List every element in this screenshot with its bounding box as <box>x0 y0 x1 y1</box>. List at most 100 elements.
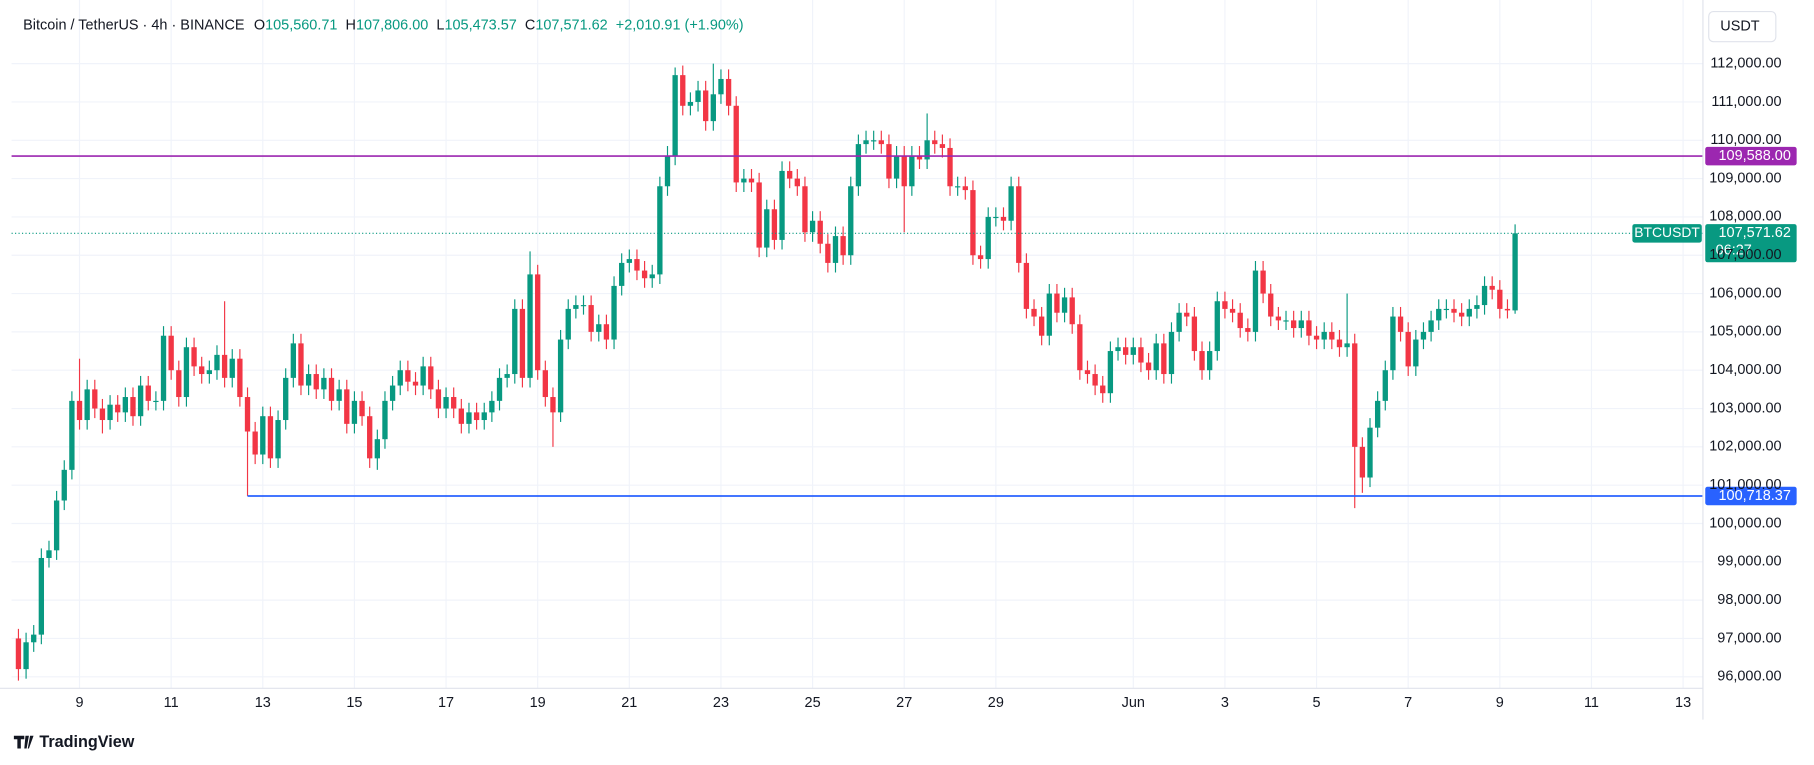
candle-body <box>1191 316 1198 352</box>
candle-body <box>283 377 289 421</box>
candle-body <box>489 400 495 413</box>
candle-body <box>756 182 762 248</box>
candle-body <box>710 94 716 122</box>
level-label-box <box>1705 486 1797 506</box>
candle-body <box>1359 446 1366 478</box>
candle-body <box>993 216 999 219</box>
x-tick-label: 17 <box>438 695 454 711</box>
candle-body <box>1313 335 1320 340</box>
candle-body <box>290 343 296 378</box>
candle-body <box>69 400 75 470</box>
candle-body <box>428 366 434 390</box>
candle-body <box>878 140 884 145</box>
overlays: 109,588.00 100,718.37 BTCUSDT 107,571.62 06:… <box>11 146 1797 506</box>
candle-body <box>695 90 701 102</box>
candle-body <box>527 274 533 378</box>
y-tick-label: 96,000.00 <box>1717 669 1781 685</box>
x-tick-label: 29 <box>988 695 1004 711</box>
candle-body <box>221 354 228 378</box>
candle-body <box>871 140 877 142</box>
candle-body <box>1252 270 1259 332</box>
candle-body <box>405 370 411 382</box>
candle-body <box>1069 297 1075 325</box>
candle-body <box>92 389 98 409</box>
candle-body <box>214 354 220 371</box>
candle-body <box>313 374 319 390</box>
y-tick-label: 112,000.00 <box>1710 55 1781 71</box>
candle-body <box>626 259 632 263</box>
candle-body <box>779 170 785 240</box>
candle-body <box>619 262 625 286</box>
candle-body <box>1374 400 1381 428</box>
candle-body <box>191 347 197 367</box>
candle-body <box>153 400 159 403</box>
candle-body <box>680 75 686 106</box>
x-tick-label: 3 <box>1221 695 1229 711</box>
candle-body <box>641 270 648 279</box>
x-tick-label: 15 <box>346 695 362 711</box>
candle-body <box>23 642 29 670</box>
y-tick-label: 97,000.00 <box>1717 630 1781 646</box>
candle-body <box>916 155 923 160</box>
level-label: 109,588.00 <box>1719 148 1791 164</box>
candle-body <box>657 186 663 275</box>
candle-body <box>924 140 930 160</box>
candle-body <box>1206 351 1213 371</box>
y-tick-label: 111,000.00 <box>1711 94 1781 110</box>
candle-body <box>1497 289 1503 309</box>
candle-body <box>947 147 953 187</box>
candle-body <box>1504 308 1511 311</box>
ohlc-key: C <box>525 17 535 33</box>
candle-body <box>1039 316 1045 336</box>
candle-body <box>1512 233 1518 311</box>
candle-body <box>1161 343 1167 375</box>
candle-body <box>985 216 991 260</box>
candle-body <box>962 186 968 191</box>
y-tick-label: 105,000.00 <box>1709 324 1781 340</box>
candle-body <box>183 347 190 398</box>
y-tick-label: 101,000.00 <box>1709 477 1781 493</box>
symbol: Bitcoin / TetherUS · 4h · BINANCE <box>23 17 245 33</box>
candle-body <box>939 144 946 148</box>
x-tick-label: 11 <box>1584 695 1599 711</box>
candle-body <box>389 385 396 401</box>
x-tick-label: 13 <box>1675 695 1691 711</box>
candle-body <box>825 243 831 263</box>
candle-body <box>1214 301 1220 352</box>
candle-body <box>137 385 144 417</box>
candle-body <box>855 144 862 187</box>
candle-body <box>84 389 90 421</box>
candle-body <box>451 397 457 409</box>
ohlc-key: L <box>436 17 444 33</box>
candle-body <box>1352 343 1358 447</box>
candle-body <box>382 400 388 440</box>
candles <box>15 63 1518 681</box>
candle-body <box>199 366 205 375</box>
candle-body <box>130 397 136 417</box>
candle-body <box>1000 216 1007 221</box>
candle-body <box>122 397 129 413</box>
candle-body <box>1100 385 1106 394</box>
x-tick-label: 9 <box>1496 695 1504 711</box>
currency: USDT <box>1720 18 1760 34</box>
candle-body <box>1092 374 1098 386</box>
candle-body <box>550 397 556 413</box>
candle-body <box>412 381 419 386</box>
candle-body <box>725 78 732 106</box>
candle-body <box>794 178 800 187</box>
x-tick-label: 7 <box>1404 695 1412 711</box>
candle-body <box>351 400 358 424</box>
candle-body <box>328 377 335 401</box>
x-tick-label: 25 <box>805 695 821 711</box>
candle-body <box>664 155 671 187</box>
candle-body <box>519 308 526 378</box>
candle-body <box>1023 262 1030 309</box>
countdown: 06:27 <box>1716 243 1752 259</box>
candle-body <box>1489 285 1495 290</box>
x-tick-label: 5 <box>1313 695 1321 711</box>
candle-body <box>909 155 915 187</box>
candle-body <box>1443 308 1450 311</box>
candle-body <box>229 358 235 378</box>
candle-body <box>535 274 541 371</box>
